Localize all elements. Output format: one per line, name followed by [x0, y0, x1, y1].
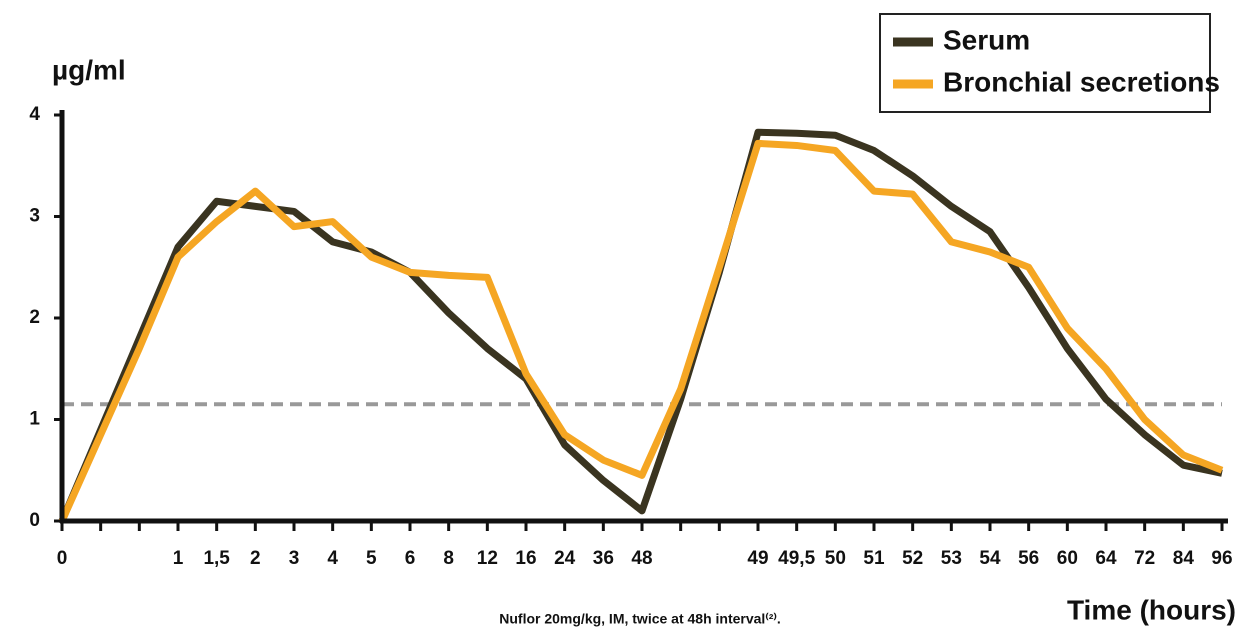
- footnote: Nuflor 20mg/kg, IM, twice at 48h interva…: [499, 611, 781, 627]
- x-tick-label: 96: [1211, 548, 1232, 569]
- x-tick-label: 51: [863, 548, 885, 569]
- x-tick-label: 48: [631, 548, 652, 569]
- y-axis-label: µg/ml: [52, 54, 126, 85]
- x-tick-label: 1,5: [203, 548, 230, 569]
- x-tick-label: 72: [1134, 548, 1155, 569]
- x-axis-label: Time (hours): [1067, 594, 1236, 625]
- x-tick-label: 5: [366, 548, 377, 569]
- y-tick-label: 2: [29, 307, 40, 328]
- x-tick-label: 12: [477, 548, 498, 569]
- x-tick-label: 4: [327, 548, 338, 569]
- x-tick-label: 24: [554, 548, 576, 569]
- x-tick-label: 60: [1057, 548, 1078, 569]
- legend-box: [879, 13, 1211, 113]
- x-tick-label: 8: [443, 548, 454, 569]
- x-tick-label: 36: [593, 548, 614, 569]
- series-line: [58, 128, 1223, 523]
- x-tick-label: 64: [1095, 548, 1117, 569]
- x-tick-label: 2: [250, 548, 261, 569]
- x-tick-label: 6: [405, 548, 416, 569]
- x-tick-label: 56: [1018, 548, 1039, 569]
- x-tick-label: 49,5: [778, 548, 815, 569]
- legend-label: Bronchial secretions: [943, 66, 1220, 97]
- x-tick-label: 0: [57, 548, 68, 569]
- y-tick-label: 0: [29, 510, 40, 531]
- legend-label: Serum: [943, 24, 1030, 55]
- y-tick-label: 4: [29, 104, 40, 125]
- y-tick-label: 3: [29, 206, 40, 227]
- x-tick-label: 52: [902, 548, 923, 569]
- x-tick-label: 49: [747, 548, 768, 569]
- x-tick-label: 3: [289, 548, 300, 569]
- y-tick-label: 1: [29, 409, 40, 430]
- x-tick-label: 16: [515, 548, 536, 569]
- x-tick-label: 53: [941, 548, 962, 569]
- x-tick-label: 54: [979, 548, 1001, 569]
- x-tick-label: 1: [173, 548, 184, 569]
- x-tick-label: 50: [825, 548, 846, 569]
- series-line: [58, 139, 1224, 523]
- x-tick-label: 84: [1173, 548, 1195, 569]
